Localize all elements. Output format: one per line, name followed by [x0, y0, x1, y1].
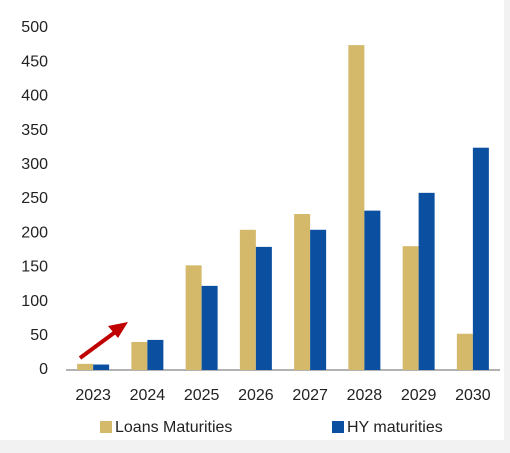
y-tick-label: 150 — [21, 259, 48, 276]
bar — [93, 364, 110, 370]
bar — [239, 229, 256, 370]
bar — [201, 285, 218, 370]
bar — [147, 339, 164, 370]
legend-swatch — [100, 421, 112, 433]
y-tick-label: 250 — [21, 190, 48, 207]
y-tick-label: 100 — [21, 293, 48, 310]
bar — [348, 45, 365, 370]
bar — [294, 214, 311, 370]
bar — [364, 210, 381, 370]
bar — [456, 333, 473, 370]
bar — [131, 341, 148, 370]
y-tick-label: 400 — [21, 88, 48, 105]
x-tick-label: 2026 — [238, 387, 274, 404]
legend-swatch — [332, 421, 344, 433]
bar — [472, 147, 489, 370]
bar — [418, 192, 435, 370]
x-tick-label: 2029 — [401, 387, 437, 404]
y-tick-label: 450 — [21, 53, 48, 70]
x-tick-label: 2024 — [130, 387, 166, 404]
y-tick-label: 200 — [21, 224, 48, 241]
x-tick-label: 2028 — [347, 387, 383, 404]
y-tick-label: 350 — [21, 122, 48, 139]
x-tick-label: 2025 — [184, 387, 220, 404]
annotation-arrow — [78, 322, 128, 360]
bar — [255, 246, 272, 370]
bar — [77, 363, 94, 370]
y-tick-label: 50 — [30, 327, 48, 344]
bar — [185, 265, 202, 370]
y-tick-label: 0 — [39, 361, 48, 378]
x-tick-label: 2030 — [455, 387, 491, 404]
x-tick-label: 2023 — [75, 387, 111, 404]
legend-label: Loans Maturities — [115, 419, 232, 436]
legend-label: HY maturities — [347, 419, 443, 436]
y-tick-label: 300 — [21, 156, 48, 173]
bar — [310, 229, 327, 370]
bar — [402, 246, 419, 370]
y-tick-label: 500 — [21, 19, 48, 36]
x-tick-label: 2027 — [292, 387, 328, 404]
